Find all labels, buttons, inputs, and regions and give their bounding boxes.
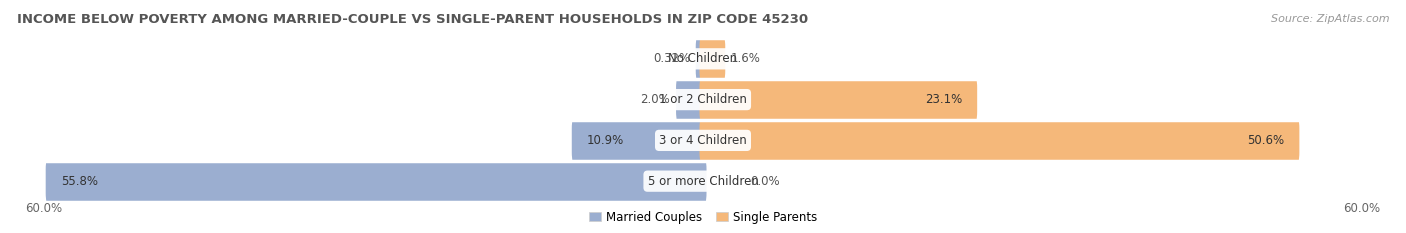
Text: 1 or 2 Children: 1 or 2 Children — [659, 93, 747, 106]
Text: 10.9%: 10.9% — [588, 134, 624, 147]
Text: INCOME BELOW POVERTY AMONG MARRIED-COUPLE VS SINGLE-PARENT HOUSEHOLDS IN ZIP COD: INCOME BELOW POVERTY AMONG MARRIED-COUPL… — [17, 13, 808, 26]
Text: 50.6%: 50.6% — [1247, 134, 1284, 147]
Text: Source: ZipAtlas.com: Source: ZipAtlas.com — [1271, 14, 1389, 24]
FancyBboxPatch shape — [700, 35, 725, 83]
FancyBboxPatch shape — [46, 157, 707, 205]
Text: 55.8%: 55.8% — [60, 175, 98, 188]
Text: 1.6%: 1.6% — [731, 52, 761, 65]
Text: 0.32%: 0.32% — [652, 52, 690, 65]
Text: 2.0%: 2.0% — [641, 93, 671, 106]
FancyBboxPatch shape — [700, 116, 1299, 164]
Text: 5 or more Children: 5 or more Children — [648, 175, 758, 188]
Text: 23.1%: 23.1% — [925, 93, 962, 106]
Text: 60.0%: 60.0% — [1344, 202, 1381, 215]
Text: No Children: No Children — [668, 52, 738, 65]
Text: 60.0%: 60.0% — [25, 202, 62, 215]
FancyBboxPatch shape — [700, 75, 977, 124]
FancyBboxPatch shape — [676, 75, 707, 124]
FancyBboxPatch shape — [696, 35, 707, 83]
Text: 0.0%: 0.0% — [749, 175, 779, 188]
Legend: Married Couples, Single Parents: Married Couples, Single Parents — [585, 206, 821, 228]
Text: 3 or 4 Children: 3 or 4 Children — [659, 134, 747, 147]
FancyBboxPatch shape — [572, 116, 707, 164]
